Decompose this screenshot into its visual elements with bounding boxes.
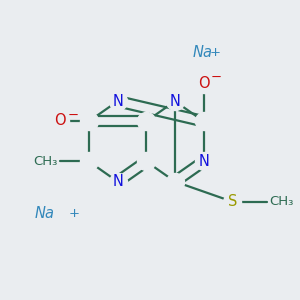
Text: Na: Na	[34, 206, 54, 220]
Text: N: N	[198, 154, 209, 169]
Text: −: −	[68, 109, 79, 122]
Text: O: O	[54, 113, 66, 128]
Text: N: N	[112, 94, 123, 109]
Text: CH₃: CH₃	[270, 195, 294, 208]
Text: S: S	[228, 194, 237, 209]
Text: N: N	[169, 94, 180, 109]
Text: N: N	[112, 174, 123, 189]
Text: −: −	[211, 71, 222, 84]
Text: +: +	[210, 46, 220, 59]
Text: CH₃: CH₃	[33, 155, 57, 168]
Text: O: O	[198, 76, 209, 92]
Text: +: +	[69, 207, 80, 220]
Text: Na: Na	[192, 45, 212, 60]
